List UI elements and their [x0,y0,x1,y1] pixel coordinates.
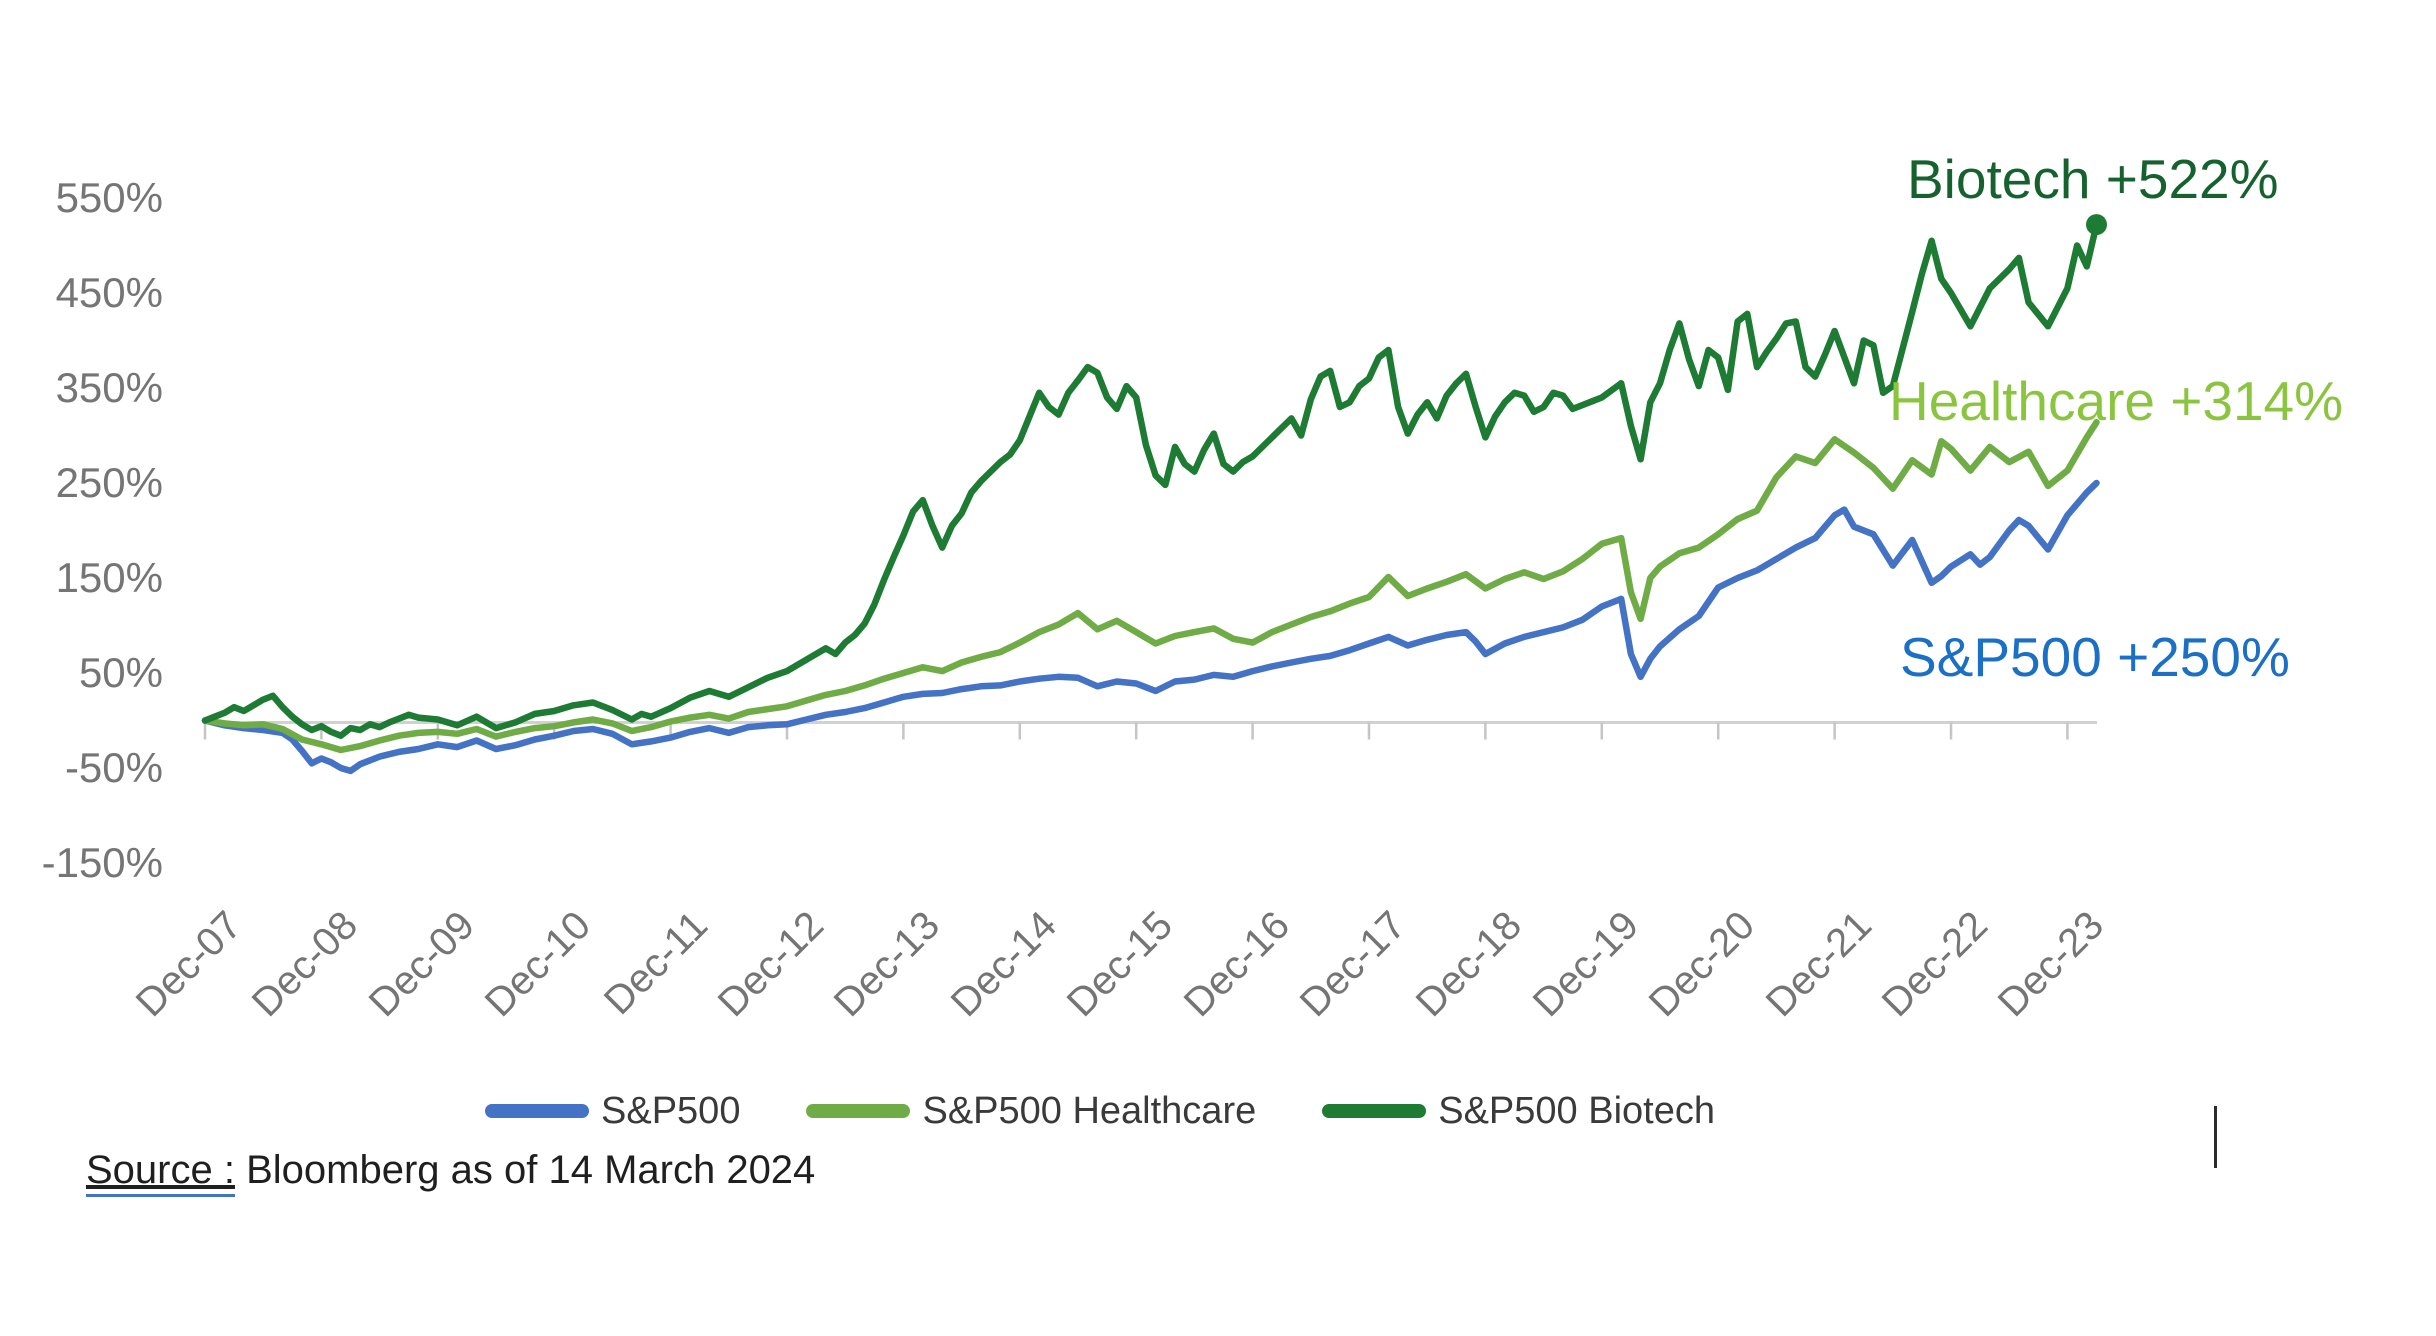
series-line-s-p500-healthcare [201,418,2100,754]
sp500-line-swatch [485,1104,590,1118]
y-tick-label: 50% [78,649,163,696]
legend-label: S&P500 Biotech [1438,1089,1715,1132]
y-tick-label: -50% [64,744,163,791]
y-tick-label: 150% [55,554,163,601]
source-label: Source : [86,1148,235,1197]
series-line-s-p500 [201,479,2100,775]
series-end-marker [2086,214,2107,236]
y-tick-label: 250% [55,459,163,506]
source-note: Source : Bloomberg as of 14 March 2024 [86,1146,816,1197]
y-tick-label: 550% [55,174,163,221]
healthcare-annotation: Healthcare +314% [1889,370,2344,432]
biotech-annotation: Biotech +522% [1907,148,2279,210]
y-tick-label: -150% [41,839,163,886]
legend-label: S&P500 [601,1089,741,1132]
healthcare-line-swatch [806,1104,911,1118]
sp500-annotation: S&P500 +250% [1900,626,2290,688]
text-cursor [2214,1106,2217,1168]
legend-item-sp500: S&P500 [485,1090,740,1133]
chart-legend: S&P500 S&P500 Healthcare S&P500 Biotech [485,1086,1715,1136]
y-tick-label: 450% [55,269,163,316]
legend-label: S&P500 Healthcare [922,1089,1257,1132]
legend-item-biotech: S&P500 Biotech [1322,1090,1715,1133]
legend-item-healthcare: S&P500 Healthcare [806,1090,1256,1133]
y-tick-label: 350% [55,364,163,411]
series-line-s-p500-biotech [201,221,2100,739]
source-text: Bloomberg as of 14 March 2024 [234,1148,816,1192]
biotech-line-swatch [1322,1104,1427,1118]
